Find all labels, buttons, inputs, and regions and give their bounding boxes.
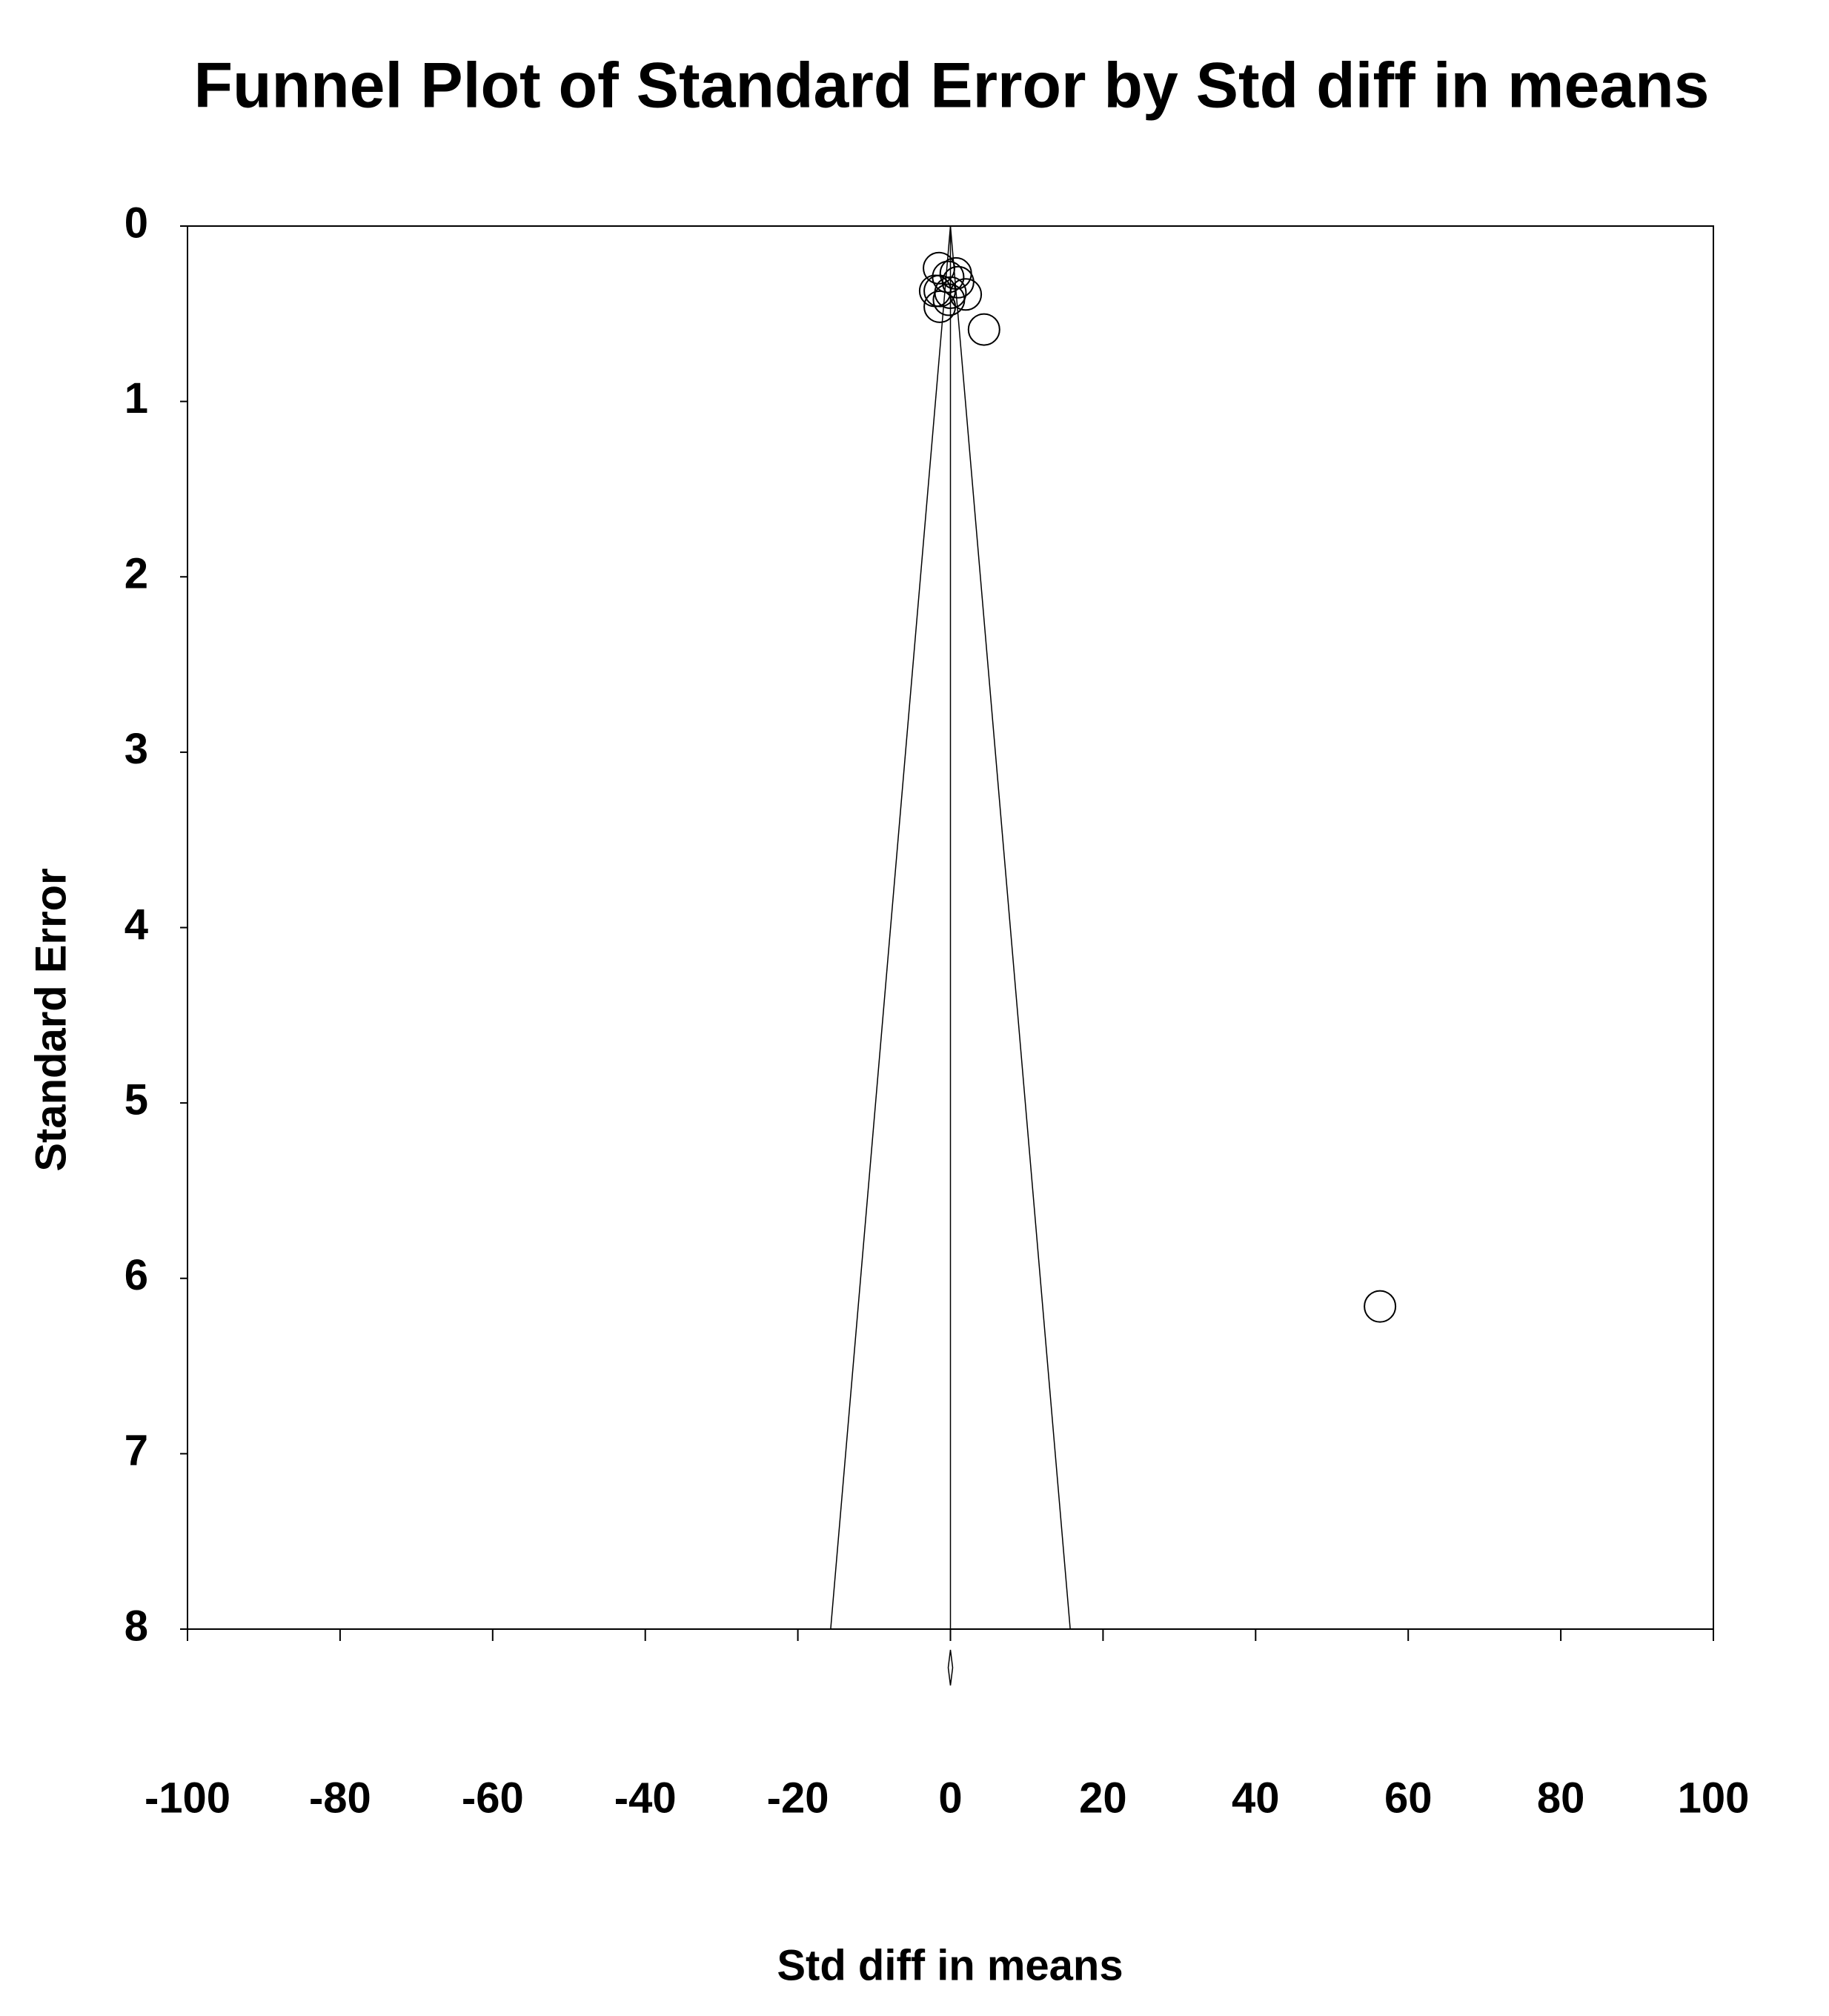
x-tick-label: 80 — [1537, 1774, 1585, 1822]
y-axis-label: Standard Error — [27, 868, 75, 1171]
y-tick-label: 2 — [125, 550, 148, 598]
x-tick-label: -80 — [309, 1774, 371, 1822]
study-point — [932, 283, 966, 316]
y-tick-label: 3 — [125, 725, 148, 773]
chart-title: Funnel Plot of Standard Error by Std dif… — [193, 50, 1709, 122]
summary-diamond — [947, 1649, 954, 1686]
x-tick-label: -100 — [145, 1774, 230, 1822]
study-point — [923, 290, 957, 323]
y-tick-label: 4 — [125, 901, 148, 949]
x-tick-label: 100 — [1678, 1774, 1750, 1822]
x-tick-label: 40 — [1232, 1774, 1280, 1822]
funnel-line — [949, 225, 1071, 1630]
y-tick-label: 0 — [125, 199, 148, 247]
funnel-line — [830, 225, 952, 1630]
x-tick-label: -40 — [614, 1774, 677, 1822]
y-tick-label: 1 — [125, 374, 148, 422]
y-tick-label: 8 — [125, 1602, 148, 1650]
y-tick-label: 6 — [125, 1251, 148, 1299]
y-tick-label: 5 — [125, 1075, 148, 1124]
study-point — [967, 313, 1000, 346]
study-point — [1364, 1290, 1397, 1323]
study-point — [941, 265, 975, 299]
x-tick-label: -60 — [462, 1774, 524, 1822]
study-point — [923, 251, 956, 285]
y-tick-label: 7 — [125, 1427, 148, 1475]
x-tick-label: 60 — [1384, 1774, 1433, 1822]
x-axis-label: Std diff in means — [777, 1941, 1123, 1989]
x-tick-label: -20 — [767, 1774, 829, 1822]
x-tick-label: 0 — [938, 1774, 962, 1822]
x-tick-label: 20 — [1079, 1774, 1127, 1822]
